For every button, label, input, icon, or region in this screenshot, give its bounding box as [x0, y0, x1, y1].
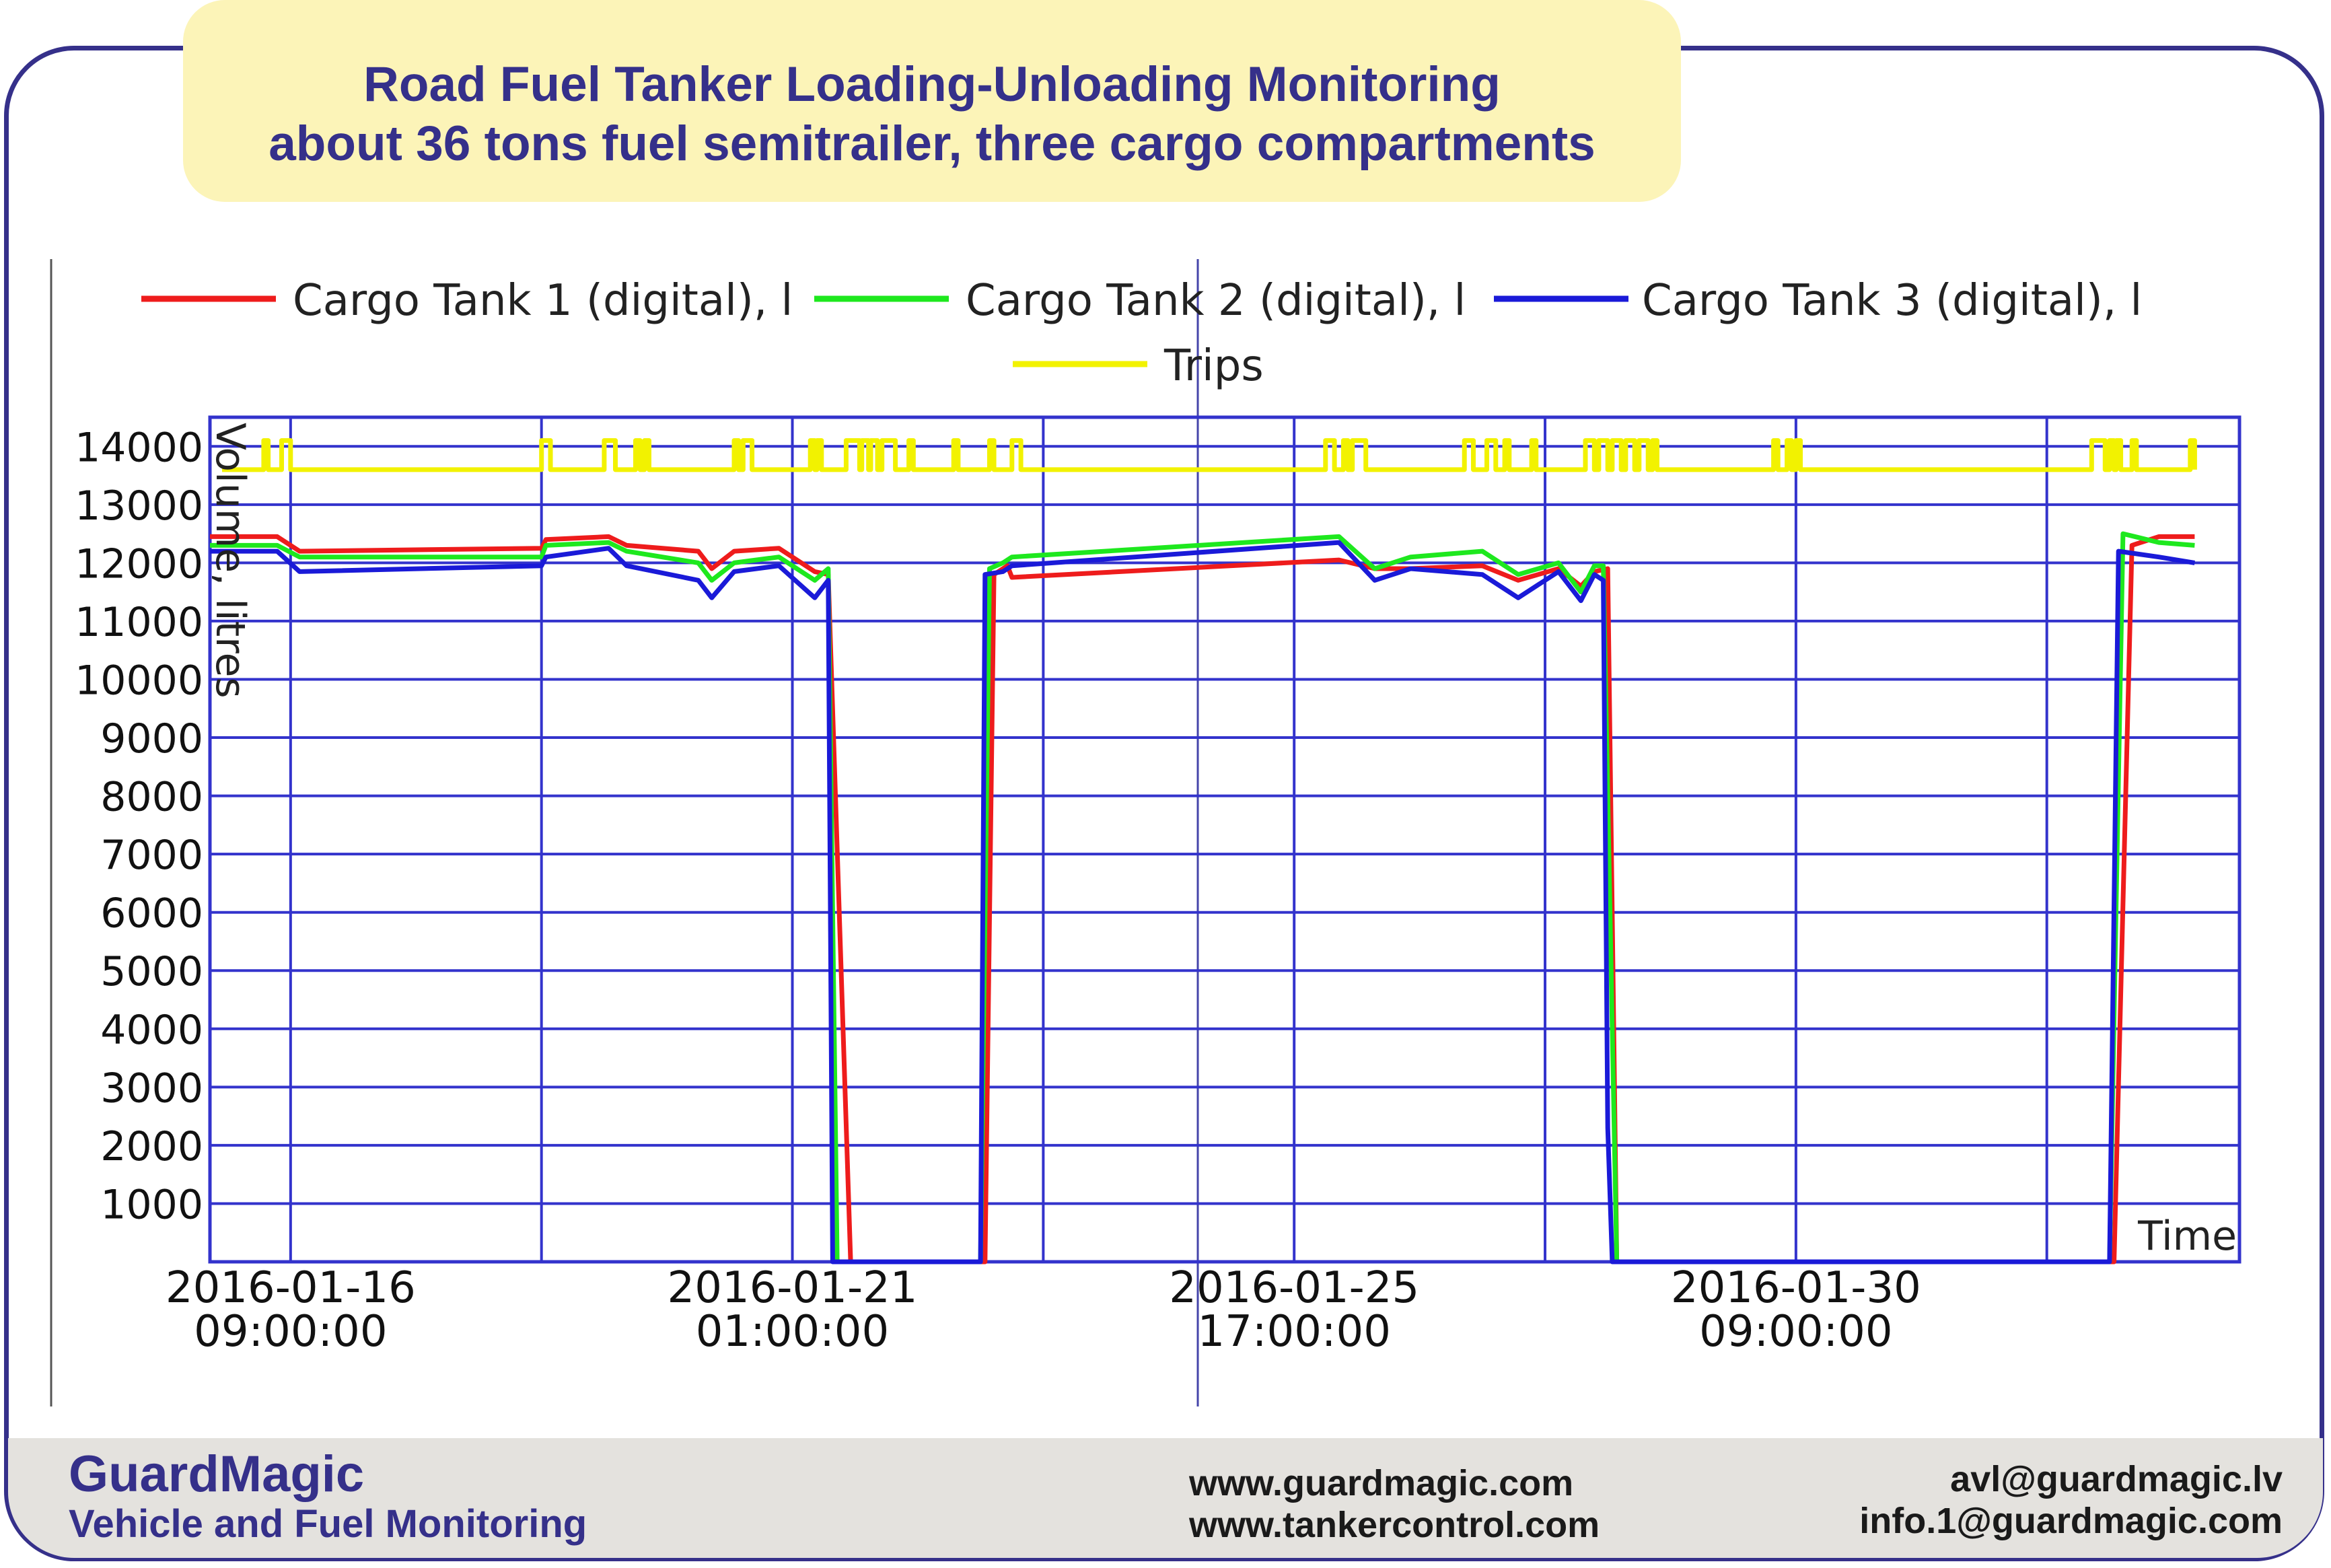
- y-tick-label: 14000: [75, 424, 203, 471]
- y-tick-label: 11000: [75, 599, 203, 646]
- fuel-level-chart: Cargo Tank 1 (digital), l Cargo Tank 2 (d…: [50, 259, 2242, 1406]
- y-tick-label: 13000: [75, 483, 203, 530]
- y-tick-label: 5000: [100, 948, 203, 995]
- y-tick-label: 2000: [100, 1123, 203, 1170]
- y-tick-label: 4000: [100, 1007, 203, 1054]
- x-tick-label: 2016-01-30: [1671, 1263, 1921, 1313]
- y-tick-label: 3000: [100, 1065, 203, 1112]
- title-line-2: about 36 tons fuel semitrailer, three ca…: [268, 116, 1595, 171]
- y-tick-label: 12000: [75, 540, 203, 587]
- chart-grid: [208, 415, 2242, 1264]
- y-tick-label: 10000: [75, 657, 203, 704]
- website-link[interactable]: www.guardmagic.com: [1189, 1463, 1574, 1503]
- y-tick-label: 6000: [100, 890, 203, 937]
- series-line-4: [222, 438, 2197, 472]
- chart-axes: 1000 2000 3000 4000 5000 6000 7000 8000 9000 1000…: [75, 423, 2237, 1357]
- x-tick-label: 09:00:00: [1699, 1307, 1892, 1357]
- y-tick-label: 1000: [100, 1181, 203, 1228]
- brand-tagline: Vehicle and Fuel Monitoring: [69, 1502, 587, 1546]
- y-tick-label: 7000: [100, 832, 203, 879]
- brand-name: GuardMagic: [69, 1446, 365, 1503]
- x-tick-label: 17:00:00: [1197, 1307, 1390, 1357]
- y-tick-label: 9000: [100, 715, 203, 762]
- legend-label: Cargo Tank 2 (digital), l: [966, 276, 1466, 326]
- x-tick-label: 09:00:00: [194, 1307, 387, 1357]
- x-tick-label: 2016-01-21: [668, 1263, 918, 1313]
- legend-label: Cargo Tank 1 (digital), l: [293, 276, 793, 326]
- x-tick-label: 2016-01-25: [1169, 1263, 1419, 1313]
- chart-legend: Cargo Tank 1 (digital), l Cargo Tank 2 (d…: [141, 276, 2142, 391]
- series-line-3: [210, 540, 2195, 1264]
- legend-label: Cargo Tank 3 (digital), l: [1642, 276, 2142, 326]
- chart-series: [210, 438, 2197, 1264]
- legend-label: Trips: [1163, 341, 1264, 391]
- footer-bar: GuardMagic Vehicle and Fuel Monitoring w…: [8, 1438, 2323, 1558]
- x-tick-label: 01:00:00: [696, 1307, 889, 1357]
- website-link[interactable]: www.tankercontrol.com: [1189, 1505, 1600, 1545]
- y-tick-label: 8000: [100, 774, 203, 821]
- x-axis-label: Time: [2137, 1213, 2237, 1260]
- x-tick-label: 2016-01-16: [166, 1263, 416, 1313]
- series-line-2: [210, 531, 2195, 1264]
- title-banner: Road Fuel Tanker Loading-Unloading Monit…: [183, 0, 1681, 202]
- email-link[interactable]: info.1@guardmagic.com: [1859, 1501, 2283, 1541]
- title-line-1: Road Fuel Tanker Loading-Unloading Monit…: [363, 57, 1501, 112]
- email-link[interactable]: avl@guardmagic.lv: [1950, 1459, 2283, 1499]
- plot-border: [208, 415, 2242, 1264]
- y-axis-label: Volume, litres: [207, 423, 254, 699]
